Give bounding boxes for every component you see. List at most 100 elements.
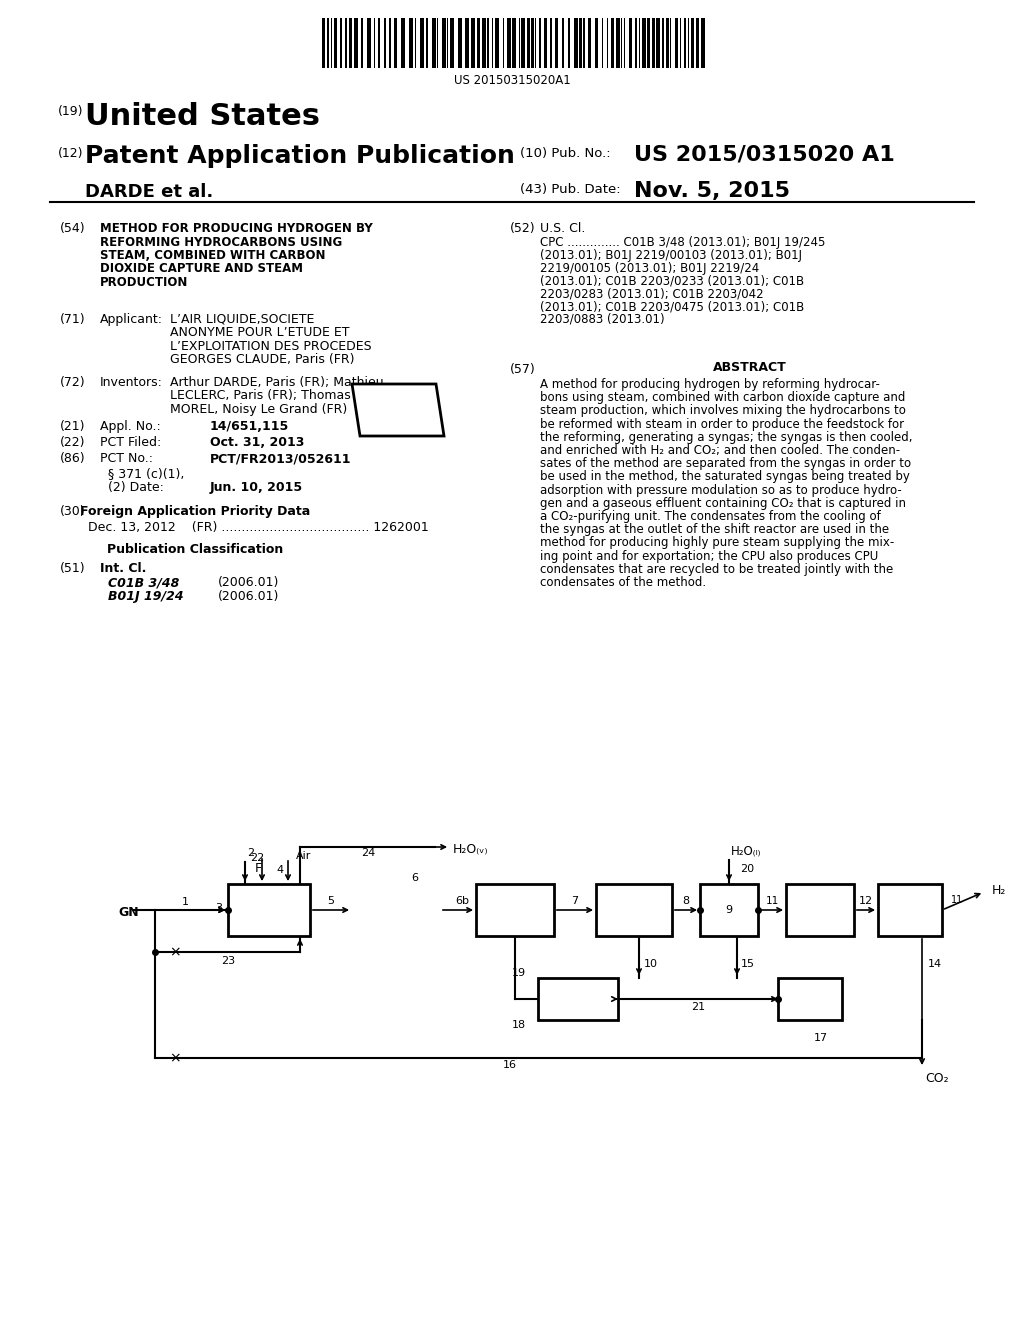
Bar	[345, 18, 347, 69]
Bar	[394, 18, 397, 69]
Text: A method for producing hydrogen by reforming hydrocar-: A method for producing hydrogen by refor…	[540, 378, 880, 391]
Text: 11: 11	[765, 896, 778, 906]
Text: Dec. 13, 2012    (FR) ..................................... 1262001: Dec. 13, 2012 (FR) .....................…	[88, 521, 429, 535]
Bar	[596, 884, 672, 936]
Bar	[555, 18, 558, 69]
Text: H₂O₍ₗ₎: H₂O₍ₗ₎	[731, 843, 762, 857]
Bar	[611, 18, 614, 69]
Bar	[778, 978, 842, 1020]
Text: (2006.01): (2006.01)	[218, 576, 280, 589]
Bar	[544, 18, 547, 69]
Text: (2013.01); C01B 2203/0475 (2013.01); C01B: (2013.01); C01B 2203/0475 (2013.01); C01…	[540, 300, 804, 313]
Bar	[696, 18, 699, 69]
Bar	[878, 884, 942, 936]
Text: 17: 17	[814, 1034, 828, 1043]
Text: 22: 22	[250, 853, 264, 863]
Bar	[595, 18, 598, 69]
Text: sates of the method are separated from the syngas in order to: sates of the method are separated from t…	[540, 457, 911, 470]
Bar	[656, 18, 660, 69]
Bar	[228, 884, 310, 936]
Bar	[482, 18, 486, 69]
Text: PCT Filed:: PCT Filed:	[100, 436, 161, 449]
Text: GN: GN	[118, 907, 138, 920]
Text: H₂O₍ᵥ₎: H₂O₍ᵥ₎	[453, 842, 488, 855]
Bar	[652, 18, 655, 69]
Bar	[538, 978, 618, 1020]
Text: condensates of the method.: condensates of the method.	[540, 576, 707, 589]
Text: ×: ×	[169, 1051, 181, 1065]
Bar	[458, 18, 462, 69]
Text: DIOXIDE CAPTURE AND STEAM: DIOXIDE CAPTURE AND STEAM	[100, 263, 303, 276]
Bar	[700, 884, 758, 936]
Bar	[322, 18, 325, 69]
Text: 9: 9	[725, 906, 732, 915]
Text: U.S. Cl.: U.S. Cl.	[540, 222, 586, 235]
Text: gen and a gaseous effluent containing CO₂ that is captured in: gen and a gaseous effluent containing CO…	[540, 496, 906, 510]
Bar	[579, 18, 582, 69]
Text: (57): (57)	[510, 363, 536, 376]
Text: Air: Air	[296, 851, 311, 861]
Bar	[539, 18, 541, 69]
Text: METHOD FOR PRODUCING HYDROGEN BY: METHOD FOR PRODUCING HYDROGEN BY	[100, 222, 373, 235]
Bar	[426, 18, 428, 69]
Text: a CO₂-purifying unit. The condensates from the cooling of: a CO₂-purifying unit. The condensates fr…	[540, 510, 881, 523]
Bar	[562, 18, 564, 69]
Bar	[354, 18, 358, 69]
Text: 20: 20	[740, 865, 754, 874]
Text: 21: 21	[691, 1002, 706, 1012]
Bar	[574, 18, 578, 69]
Bar	[666, 18, 669, 69]
Text: (86): (86)	[60, 451, 86, 465]
Text: (72): (72)	[60, 376, 86, 389]
Text: 2203/0283 (2013.01); C01B 2203/042: 2203/0283 (2013.01); C01B 2203/042	[540, 288, 764, 300]
Bar	[635, 18, 637, 69]
Text: method for producing highly pure steam supplying the mix-: method for producing highly pure steam s…	[540, 536, 894, 549]
Text: (51): (51)	[60, 562, 86, 576]
Text: CO₂: CO₂	[925, 1072, 948, 1085]
Text: (2013.01); B01J 2219/00103 (2013.01); B01J: (2013.01); B01J 2219/00103 (2013.01); B0…	[540, 248, 802, 261]
Text: 16: 16	[503, 1060, 517, 1071]
Text: 6b: 6b	[455, 896, 469, 906]
Text: Nov. 5, 2015: Nov. 5, 2015	[634, 181, 790, 201]
Text: REFORMING HYDROCARBONS USING: REFORMING HYDROCARBONS USING	[100, 235, 342, 248]
Text: ing point and for exportation; the CPU also produces CPU: ing point and for exportation; the CPU a…	[540, 549, 879, 562]
Bar	[327, 18, 329, 69]
Text: CPC .............. C01B 3/48 (2013.01); B01J 19/245: CPC .............. C01B 3/48 (2013.01); …	[540, 236, 825, 249]
Text: steam production, which involves mixing the hydrocarbons to: steam production, which involves mixing …	[540, 404, 906, 417]
Text: (21): (21)	[60, 420, 85, 433]
Bar	[684, 18, 686, 69]
Text: L’EXPLOITATION DES PROCEDES: L’EXPLOITATION DES PROCEDES	[170, 341, 372, 352]
Text: PCT No.:: PCT No.:	[100, 451, 153, 465]
Bar	[487, 18, 489, 69]
Text: United States: United States	[85, 102, 319, 131]
Text: (43) Pub. Date:: (43) Pub. Date:	[520, 183, 621, 195]
Bar	[675, 18, 678, 69]
Text: 2: 2	[247, 847, 254, 858]
Text: US 2015/0315020 A1: US 2015/0315020 A1	[634, 144, 895, 164]
Bar	[616, 18, 620, 69]
Bar	[527, 18, 530, 69]
Text: 5: 5	[328, 896, 335, 906]
Text: (2) Date:: (2) Date:	[108, 480, 164, 494]
Bar	[691, 18, 694, 69]
Text: 4: 4	[276, 865, 284, 875]
Text: (2006.01): (2006.01)	[218, 590, 280, 603]
Text: 19: 19	[512, 968, 526, 978]
Bar	[384, 18, 386, 69]
Bar	[521, 18, 525, 69]
Text: MOREL, Noisy Le Grand (FR): MOREL, Noisy Le Grand (FR)	[170, 403, 347, 416]
Text: Int. Cl.: Int. Cl.	[100, 562, 146, 576]
Text: Jun. 10, 2015: Jun. 10, 2015	[210, 480, 303, 494]
Text: Arthur DARDE, Paris (FR); Mathieu: Arthur DARDE, Paris (FR); Mathieu	[170, 376, 384, 389]
Bar	[647, 18, 650, 69]
Bar	[420, 18, 424, 69]
Bar	[432, 18, 436, 69]
Bar	[550, 18, 552, 69]
Bar	[367, 18, 371, 69]
Text: ANONYME POUR L’ETUDE ET: ANONYME POUR L’ETUDE ET	[170, 326, 349, 339]
Text: 23: 23	[221, 956, 236, 966]
Text: US 20150315020A1: US 20150315020A1	[454, 74, 570, 87]
Text: adsorption with pressure modulation so as to produce hydro-: adsorption with pressure modulation so a…	[540, 483, 902, 496]
Text: 11: 11	[951, 895, 964, 906]
Text: 6: 6	[412, 873, 419, 883]
